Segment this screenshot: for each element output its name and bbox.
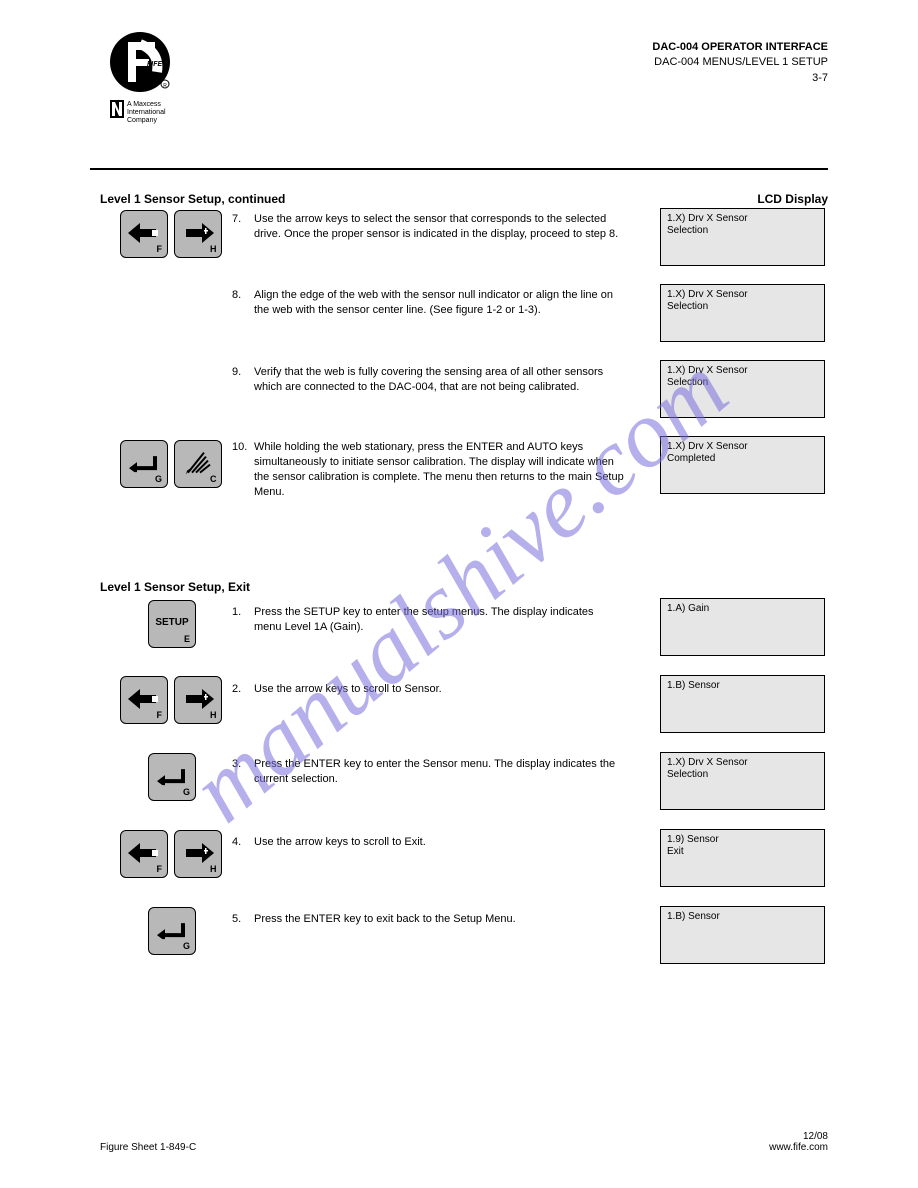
step7-keys: F H xyxy=(120,210,224,258)
step10-text: 10.While holding the web stationary, pre… xyxy=(232,440,632,499)
s2-step5-keys: G xyxy=(148,907,198,955)
header-page-ref: 3-7 xyxy=(652,71,828,86)
s2-step2-keys: F H xyxy=(120,676,224,724)
svg-text:R: R xyxy=(163,83,167,89)
enter-key-3[interactable]: G xyxy=(148,907,196,955)
header-title: DAC-004 OPERATOR INTERFACE xyxy=(652,40,828,55)
s2-disp-4: 1.9) Sensor Exit xyxy=(660,829,825,887)
s2-step4-keys: F H xyxy=(120,830,224,878)
disp-box-3: 1.X) Drv X Sensor Selection xyxy=(660,360,825,418)
s2-step2-text: 2.Use the arrow keys to scroll to Sensor… xyxy=(232,682,632,697)
svg-text:FIFE: FIFE xyxy=(147,61,162,68)
step9-text: 9.Verify that the web is fully covering … xyxy=(232,365,632,395)
left-arrow-key[interactable]: F xyxy=(120,210,168,258)
setup-key[interactable]: SETUP E xyxy=(148,600,196,648)
left-arrow-key-2[interactable]: F xyxy=(120,676,168,724)
enter-key[interactable]: G xyxy=(120,440,168,488)
disp-box-1: 1.X) Drv X Sensor Selection xyxy=(660,208,825,266)
s2-disp-5: 1.B) Sensor xyxy=(660,906,825,964)
footer-date: 12/08 xyxy=(769,1131,828,1142)
fife-logo: FIFE R A Maxcess International Company xyxy=(105,30,175,145)
step7-text: 7.Use the arrow keys to select the senso… xyxy=(232,212,632,242)
s2-step4-text: 4.Use the arrow keys to scroll to Exit. xyxy=(232,835,632,850)
s2-step5-text: 5.Press the ENTER key to exit back to th… xyxy=(232,912,632,927)
left-arrow-key-3[interactable]: F xyxy=(120,830,168,878)
disp-box-2: 1.X) Drv X Sensor Selection xyxy=(660,284,825,342)
s2-disp-3: 1.X) Drv X Sensor Selection xyxy=(660,752,825,810)
right-arrow-key-2[interactable]: H xyxy=(174,676,222,724)
step10-keys: G C xyxy=(120,440,224,488)
footer-url: www.fife.com xyxy=(769,1142,828,1153)
footer-left: Figure Sheet 1-849-C xyxy=(100,1142,196,1153)
s2-step3-text: 3.Press the ENTER key to enter the Senso… xyxy=(232,757,632,787)
step8-text: 8.Align the edge of the web with the sen… xyxy=(232,288,632,318)
right-arrow-key[interactable]: H xyxy=(174,210,222,258)
svg-text:International: International xyxy=(127,109,166,116)
section1-heading: Level 1 Sensor Setup, continued LCD Disp… xyxy=(100,192,828,206)
s2-step3-keys: G xyxy=(148,753,198,801)
section1-label: Level 1 Sensor Setup, continued xyxy=(100,192,285,206)
s2-disp-2: 1.B) Sensor xyxy=(660,675,825,733)
s2-step1-keys: SETUP E xyxy=(148,600,198,648)
header-right: DAC-004 OPERATOR INTERFACE DAC-004 MENUS… xyxy=(652,40,828,86)
s2-disp-1: 1.A) Gain xyxy=(660,598,825,656)
section2-label: Level 1 Sensor Setup, Exit xyxy=(100,580,250,594)
lcd-caption: LCD Display xyxy=(757,192,828,206)
svg-text:A Maxcess: A Maxcess xyxy=(127,101,161,108)
header-subtitle: DAC-004 MENUS/LEVEL 1 SETUP xyxy=(652,55,828,70)
enter-key-2[interactable]: G xyxy=(148,753,196,801)
auto-key[interactable]: C xyxy=(174,440,222,488)
svg-text:Company: Company xyxy=(127,117,157,124)
page-footer: Figure Sheet 1-849-C 12/08 www.fife.com xyxy=(100,1131,828,1153)
right-arrow-key-3[interactable]: H xyxy=(174,830,222,878)
disp-box-4: 1.X) Drv X Sensor Completed xyxy=(660,436,825,494)
s2-step1-text: 1.Press the SETUP key to enter the setup… xyxy=(232,605,632,635)
page-header: FIFE R A Maxcess International Company D… xyxy=(90,30,828,170)
section2-heading: Level 1 Sensor Setup, Exit xyxy=(100,580,828,594)
